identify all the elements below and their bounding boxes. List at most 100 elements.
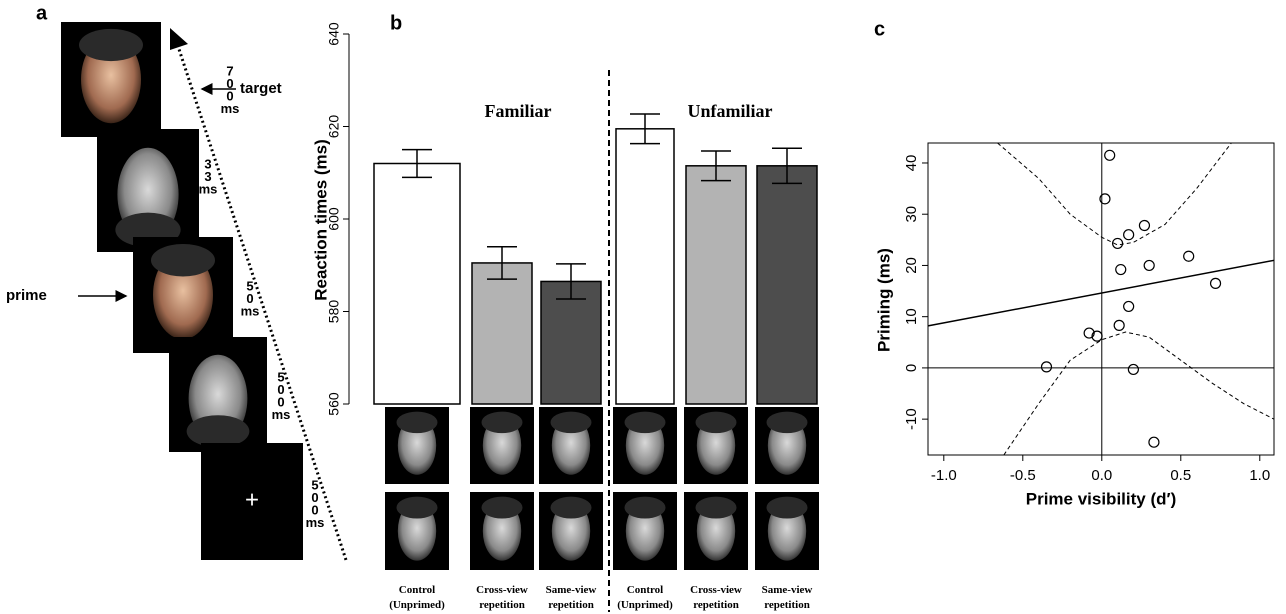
x-tick-label: Same-view repetition bbox=[762, 584, 813, 611]
hair bbox=[396, 411, 438, 434]
y-axis-label: Reaction times (ms) bbox=[311, 139, 330, 301]
panel-label: a bbox=[36, 2, 48, 24]
data-point bbox=[1123, 229, 1135, 241]
duration-label: 0 bbox=[277, 382, 284, 397]
hair bbox=[695, 496, 737, 519]
y-tick-label: 10 bbox=[903, 308, 920, 325]
data-point bbox=[1040, 361, 1053, 373]
duration-label: 0 bbox=[246, 291, 253, 306]
data-point bbox=[1127, 363, 1139, 376]
error-bar bbox=[701, 150, 731, 182]
x-tick-label: 1.0 bbox=[1249, 467, 1270, 484]
x-tick-label: 0.0 bbox=[1091, 467, 1112, 484]
duration-label: 3 bbox=[204, 169, 211, 184]
hair bbox=[481, 411, 523, 434]
data-point bbox=[1209, 277, 1222, 289]
duration-label: ms bbox=[272, 407, 291, 422]
duration-label: 0 bbox=[226, 88, 233, 103]
data-point bbox=[1091, 330, 1103, 342]
x-tick-label: -1.0 bbox=[931, 467, 957, 484]
duration-label: 3 bbox=[204, 156, 211, 171]
duration-label: ms bbox=[241, 303, 260, 318]
panel-label: c bbox=[874, 18, 885, 40]
duration-label: 7 bbox=[226, 63, 233, 78]
error-bar bbox=[487, 246, 517, 280]
bar bbox=[615, 128, 675, 405]
duration-label: ms bbox=[199, 181, 218, 196]
regression-line bbox=[927, 259, 1275, 327]
data-point bbox=[1148, 436, 1160, 448]
hair bbox=[481, 496, 523, 519]
duration-label: ms bbox=[221, 101, 240, 116]
data-point bbox=[1143, 259, 1155, 272]
hair bbox=[79, 28, 143, 62]
y-tick-label: 560 bbox=[326, 392, 342, 416]
data-point bbox=[1099, 193, 1111, 205]
x-tick-label: Same-view repetition bbox=[546, 584, 597, 611]
hair bbox=[624, 496, 666, 519]
y-tick-label: 0 bbox=[903, 364, 920, 372]
plot-frame bbox=[927, 142, 1275, 456]
data-point bbox=[1113, 319, 1125, 331]
bar bbox=[756, 165, 818, 405]
prime-label: prime bbox=[6, 287, 47, 304]
x-tick-label: Control (Unprimed) bbox=[389, 584, 445, 611]
x-tick-label: Cross-view repetition bbox=[690, 584, 742, 611]
error-bar bbox=[630, 113, 660, 145]
y-axis-label: Priming (ms) bbox=[874, 248, 893, 352]
data-point bbox=[1183, 250, 1195, 262]
target-label: target bbox=[240, 80, 282, 97]
duration-label: 0 bbox=[226, 76, 233, 91]
y-tick-label: 20 bbox=[903, 257, 920, 274]
duration-label: 0 bbox=[277, 394, 284, 409]
x-axis-label: Prime visibility (d′) bbox=[1026, 489, 1177, 508]
hair bbox=[186, 415, 250, 448]
duration-label: 0 bbox=[311, 502, 318, 517]
duration-label: 0 bbox=[311, 490, 318, 505]
hair bbox=[766, 411, 808, 434]
error-bar bbox=[772, 147, 802, 185]
duration-label: 5 bbox=[311, 477, 318, 492]
group-label: Unfamiliar bbox=[688, 101, 773, 121]
panel-label: b bbox=[390, 12, 402, 34]
x-tick-label: Control (Unprimed) bbox=[617, 584, 673, 611]
y-tick-label: 620 bbox=[326, 115, 342, 139]
time-arrowhead bbox=[170, 28, 188, 50]
y-tick-label: 580 bbox=[326, 300, 342, 324]
hair bbox=[550, 411, 592, 434]
y-tick-label: 40 bbox=[903, 155, 920, 172]
hair bbox=[396, 496, 438, 519]
hair bbox=[766, 496, 808, 519]
group-label: Familiar bbox=[485, 101, 552, 121]
error-bar bbox=[556, 263, 586, 300]
fixation-screen bbox=[201, 443, 303, 560]
error-bar bbox=[402, 148, 432, 179]
fixation-cross: + bbox=[245, 486, 259, 513]
data-point bbox=[1083, 327, 1095, 339]
duration-label: 5 bbox=[277, 369, 284, 384]
confidence-band bbox=[997, 142, 1232, 246]
hair bbox=[624, 411, 666, 434]
x-tick-label: Cross-view repetition bbox=[476, 584, 528, 611]
bar bbox=[685, 165, 747, 405]
duration-label: ms bbox=[306, 515, 325, 530]
x-tick-label: -0.5 bbox=[1010, 467, 1036, 484]
hair bbox=[550, 496, 592, 519]
duration-label: 5 bbox=[246, 278, 253, 293]
data-point bbox=[1104, 149, 1116, 161]
data-point bbox=[1111, 237, 1124, 250]
y-tick-label: 30 bbox=[903, 206, 920, 223]
time-axis bbox=[174, 39, 348, 561]
x-tick-label: 0.5 bbox=[1170, 467, 1191, 484]
hair bbox=[695, 411, 737, 434]
y-tick-label: 640 bbox=[326, 22, 342, 46]
y-tick-label: -10 bbox=[903, 408, 920, 430]
y-tick-label: 600 bbox=[326, 207, 342, 231]
bar bbox=[540, 280, 602, 405]
data-point bbox=[1115, 263, 1127, 276]
data-point bbox=[1138, 219, 1151, 232]
hair bbox=[151, 243, 215, 277]
bar bbox=[373, 162, 461, 405]
data-point bbox=[1123, 300, 1135, 313]
